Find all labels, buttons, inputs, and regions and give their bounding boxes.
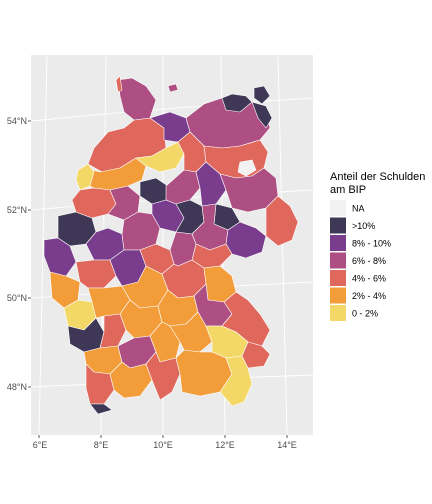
district-region-westerwald: [75, 259, 117, 289]
lon-label-8: 8°E: [94, 440, 109, 450]
legend-label-1: >10%: [352, 221, 375, 231]
lon-label-12: 12°E: [215, 440, 235, 450]
legend-items: NA >10% 8% - 10% 6% - 8% 4% - 6% 2% - 4% 0 - 2…: [330, 200, 391, 321]
district-region-lindau: [89, 403, 113, 415]
gridline-lat-54: [30, 97, 314, 122]
lon-axis: 6°E 8°E 10°E 12°E 14°E: [33, 435, 297, 450]
legend-label-3: 6% - 8%: [352, 256, 386, 266]
legend-key-6: [330, 305, 346, 321]
legend-label-2: 8% - 10%: [352, 239, 391, 249]
island-fehmarn: [167, 83, 179, 93]
lat-label-52: 52°N: [7, 205, 27, 215]
lat-label-48: 48°N: [7, 382, 27, 392]
island-ruegen: [253, 85, 271, 105]
legend-label-0: NA: [352, 204, 365, 214]
lon-label-10: 10°E: [153, 440, 173, 450]
legend-key-0: [330, 200, 346, 216]
district-region-lausitz: [265, 195, 299, 247]
legend-title-line2: am BIP: [330, 184, 366, 196]
lat-label-54: 54°N: [7, 116, 27, 126]
legend-label-6: 0 - 2%: [352, 309, 378, 319]
gridline-lon-14: [277, 54, 288, 436]
legend-title-line1: Anteil der Schulden: [330, 171, 425, 183]
district-region-usedom: [251, 101, 273, 129]
district-region-berlin: [237, 159, 257, 177]
legend-label-5: 2% - 4%: [352, 291, 386, 301]
lon-label-6: 6°E: [33, 440, 48, 450]
germany-districts: [43, 75, 299, 415]
district-region-passau: [241, 341, 271, 369]
district-region-schwarzwald-south: [85, 363, 115, 405]
legend: Anteil der Schulden am BIP NA >10% 8% - 10…: [330, 171, 425, 321]
legend-key-4: [330, 270, 346, 286]
district-region-sachsen-anhalt: [195, 161, 227, 207]
legend-key-2: [330, 235, 346, 251]
legend-label-4: 4% - 6%: [352, 274, 386, 284]
legend-key-3: [330, 252, 346, 269]
island-sylt: [115, 75, 123, 93]
lon-label-14: 14°E: [277, 440, 297, 450]
gridline-lon-6: [38, 54, 48, 436]
district-region-ems: [75, 163, 95, 191]
legend-key-1: [330, 217, 346, 234]
district-region-rheinland: [43, 237, 77, 277]
lat-label-50: 50°N: [7, 293, 27, 303]
legend-key-5: [330, 287, 346, 304]
lat-axis: 54°N 52°N 50°N 48°N: [7, 116, 31, 392]
